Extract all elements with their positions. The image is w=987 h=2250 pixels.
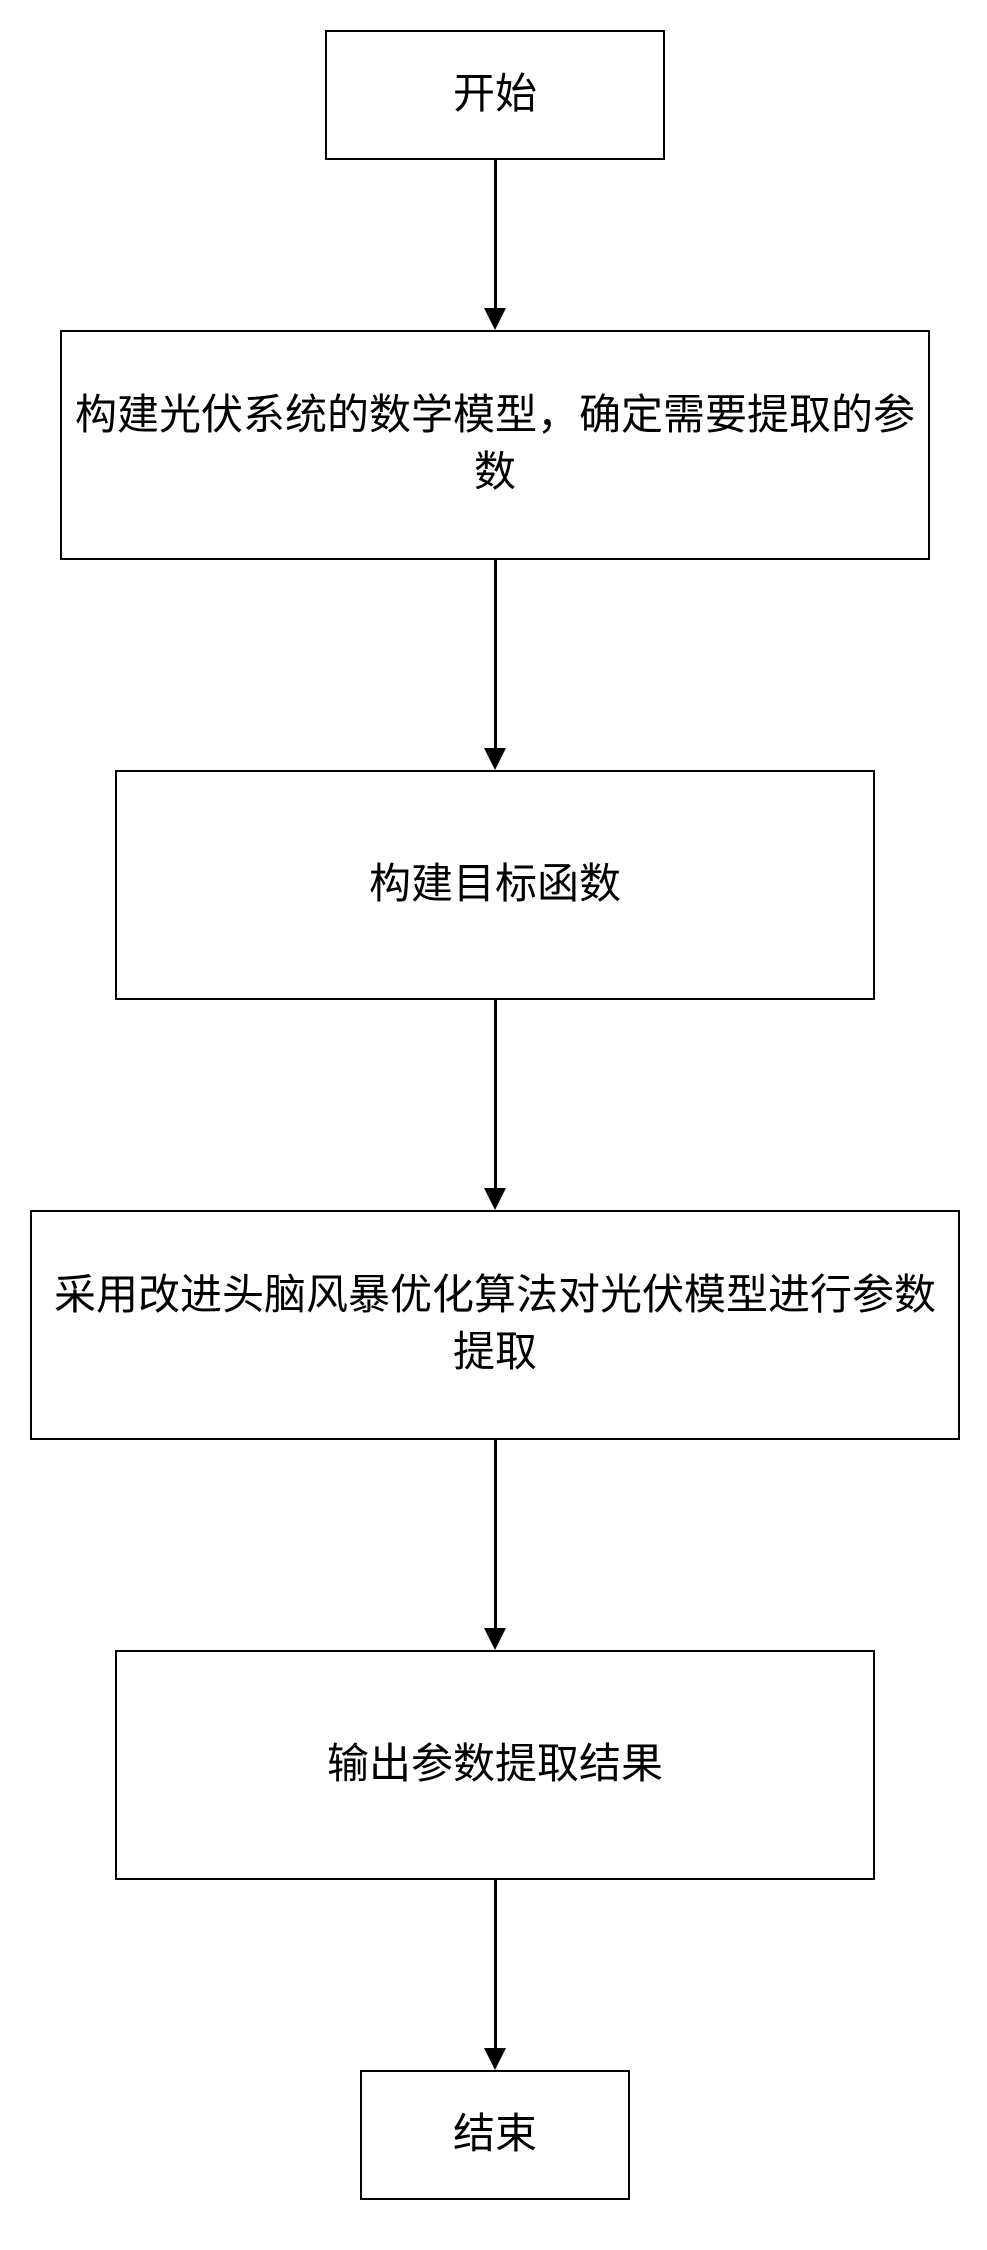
flowchart-edge-n1-n2 <box>494 560 497 748</box>
flowchart-arrowhead <box>484 1188 506 1210</box>
flowchart-canvas: 开始构建光伏系统的数学模型，确定需要提取的参数构建目标函数采用改进头脑风暴优化算… <box>0 0 987 2250</box>
flowchart-node-n4: 输出参数提取结果 <box>115 1650 875 1880</box>
flowchart-arrowhead <box>484 2048 506 2070</box>
flowchart-edge-n3-n4 <box>494 1440 497 1628</box>
flowchart-node-n5: 结束 <box>360 2070 630 2200</box>
flowchart-node-label: 开始 <box>453 67 537 124</box>
flowchart-node-label: 输出参数提取结果 <box>327 1737 663 1794</box>
flowchart-arrowhead <box>484 1628 506 1650</box>
flowchart-arrowhead <box>484 748 506 770</box>
flowchart-node-n1: 构建光伏系统的数学模型，确定需要提取的参数 <box>60 330 930 560</box>
flowchart-arrowhead <box>484 308 506 330</box>
flowchart-node-label: 结束 <box>453 2107 537 2164</box>
flowchart-edge-n0-n1 <box>494 160 497 308</box>
flowchart-edge-n2-n3 <box>494 1000 497 1188</box>
flowchart-node-n0: 开始 <box>325 30 665 160</box>
flowchart-node-label: 构建光伏系统的数学模型，确定需要提取的参数 <box>74 388 916 501</box>
flowchart-node-n3: 采用改进头脑风暴优化算法对光伏模型进行参数提取 <box>30 1210 960 1440</box>
flowchart-node-label: 构建目标函数 <box>369 857 621 914</box>
flowchart-node-label: 采用改进头脑风暴优化算法对光伏模型进行参数提取 <box>44 1268 946 1381</box>
flowchart-edge-n4-n5 <box>494 1880 497 2048</box>
flowchart-node-n2: 构建目标函数 <box>115 770 875 1000</box>
